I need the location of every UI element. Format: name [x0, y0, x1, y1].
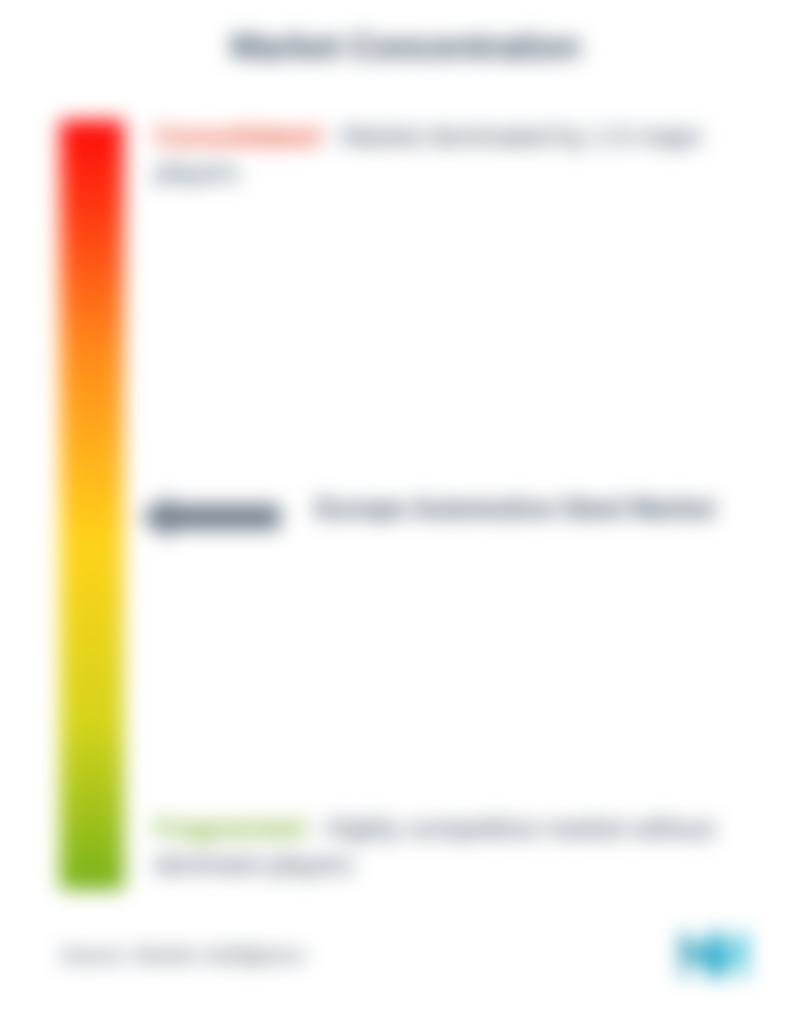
brand-logo-icon: [681, 930, 751, 980]
arrow-head-icon: [140, 495, 170, 539]
chart-title: Market Concentration: [0, 28, 811, 67]
top-label-strong: Consolidated: [155, 121, 320, 151]
indicator-arrow: [140, 495, 280, 539]
arrow-shaft-icon: [168, 505, 280, 529]
gradient-bar: [60, 120, 124, 890]
top-label: Consolidated - Market dominated by 1-5 m…: [155, 118, 771, 191]
bottom-label-strong: Fragmented: [155, 813, 304, 843]
source-caption: Source: Mordor Intelligence: [60, 945, 305, 968]
bottom-label: Fragmented - Highly competitive market w…: [155, 810, 771, 883]
concentration-chart: Market Concentration Consolidated - Mark…: [0, 0, 811, 1010]
market-name-label: Europe Automotive Steel Market: [280, 490, 751, 526]
